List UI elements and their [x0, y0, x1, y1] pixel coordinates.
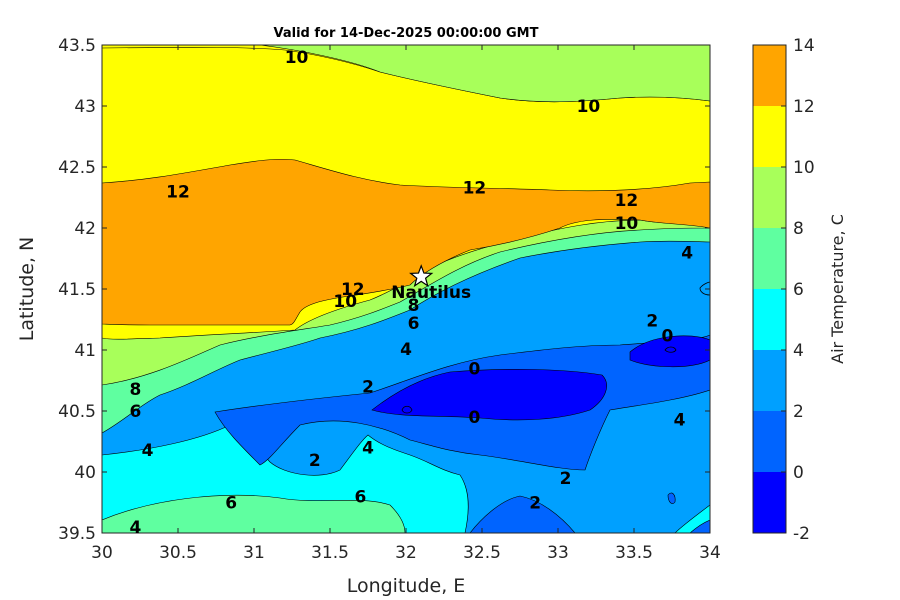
contour-label: 4	[674, 411, 686, 431]
x-tick-label: 34	[699, 543, 721, 563]
colorbar-tick-label: 10	[793, 158, 815, 178]
colorbar-segment	[753, 472, 786, 533]
y-tick-label: 40.5	[58, 402, 96, 422]
contour-label: 0	[468, 408, 480, 428]
y-axis-label: Latitude, N	[16, 237, 38, 342]
contour-label: 6	[408, 314, 420, 334]
contour-label: 4	[400, 340, 412, 360]
contour-label: 0	[662, 326, 674, 346]
x-tick-label: 31	[243, 543, 265, 563]
contour-label: 12	[615, 191, 639, 211]
band-6-8-bottom	[102, 494, 406, 533]
station-marker: Nautilus	[391, 264, 471, 303]
contour-label: 4	[681, 243, 693, 263]
y-tick-label: 40	[74, 463, 96, 483]
contour-label: 10	[333, 292, 357, 312]
band-12-14	[102, 158, 710, 326]
colorbar-tick-label: 2	[793, 402, 804, 422]
contour-label: 10	[285, 48, 309, 68]
contour-label: 4	[130, 518, 142, 538]
x-tick-label: 30.5	[159, 543, 197, 563]
colorbar-tick-label: 8	[793, 219, 804, 239]
y-tick-label: 39.5	[58, 524, 96, 544]
colorbar-tick-label: -2	[793, 524, 810, 544]
colorbar-segment	[753, 228, 786, 289]
station-star-icon	[409, 264, 434, 288]
colorbar: -2 0 2 4 6 8 10 12 14	[752, 36, 815, 544]
contour-line-dot-3	[699, 281, 710, 296]
contour-label: 6	[225, 494, 237, 514]
colorbar-segment	[753, 411, 786, 472]
y-tick-label: 43.5	[58, 36, 96, 56]
contour-label: 8	[130, 380, 142, 400]
colorbar-tick-label: 14	[793, 36, 815, 56]
y-tick-label: 41.5	[58, 280, 96, 300]
band-0-2-dot	[667, 492, 676, 504]
colorbar-tick-label: 6	[793, 280, 804, 300]
x-tick-label: 33	[547, 543, 569, 563]
colorbar-segment	[753, 350, 786, 411]
colorbar-tick-label: 0	[793, 463, 804, 483]
colorbar-segment	[753, 289, 786, 350]
contour-label: 2	[309, 451, 321, 471]
band-neg2-0-right	[629, 335, 710, 368]
contour-label: 10	[615, 214, 639, 234]
contour-label: 6	[354, 487, 366, 507]
contour-label: 12	[341, 280, 365, 300]
contour-line-dot-1	[401, 405, 413, 414]
contour-label: 10	[577, 97, 601, 117]
x-tick-label: 32.5	[463, 543, 501, 563]
y-tick-label: 42	[74, 219, 96, 239]
x-axis-label: Longitude, E	[347, 575, 466, 597]
colorbar-segment	[753, 106, 786, 167]
contour-label: 2	[560, 469, 572, 489]
x-tick-label: 31.5	[311, 543, 349, 563]
station-label: Nautilus	[391, 283, 471, 303]
contour-label: 8	[408, 296, 420, 316]
band-0-2-corner	[689, 519, 710, 533]
contour-label: 6	[130, 402, 142, 422]
x-axis: 30 30.5 31 31.5 32 32.5 33 33.5 34	[91, 45, 721, 563]
colorbar-segment	[753, 45, 786, 106]
y-tick-label: 41	[74, 341, 96, 361]
chart-title: Valid for 14-Dec-2025 00:00:00 GMT	[274, 26, 539, 41]
contour-field	[102, 45, 710, 533]
x-tick-label: 32	[395, 543, 417, 563]
contour-label: 12	[166, 182, 190, 202]
y-tick-label: 43	[74, 97, 96, 117]
y-tick-label: 42.5	[58, 158, 96, 178]
colorbar-tick-label: 4	[793, 341, 804, 361]
x-tick-label: 33.5	[615, 543, 653, 563]
contour-label: 0	[468, 359, 480, 379]
colorbar-label: Air Temperature, C	[828, 214, 847, 364]
band-8-10-top	[259, 45, 710, 103]
contour-label: 2	[646, 312, 658, 332]
contour-label: 4	[142, 441, 154, 461]
contour-label: 2	[362, 378, 374, 398]
contour-label: 12	[463, 179, 487, 199]
colorbar-segment	[753, 167, 786, 228]
contour-label: 2	[529, 494, 541, 514]
contour-label: 4	[362, 439, 374, 459]
band-neg2-0	[371, 369, 607, 421]
colorbar-tick-label: 12	[793, 97, 815, 117]
x-tick-label: 30	[91, 543, 113, 563]
band-0-2-bottom	[469, 495, 576, 533]
contour-line-dot-2	[664, 346, 677, 353]
